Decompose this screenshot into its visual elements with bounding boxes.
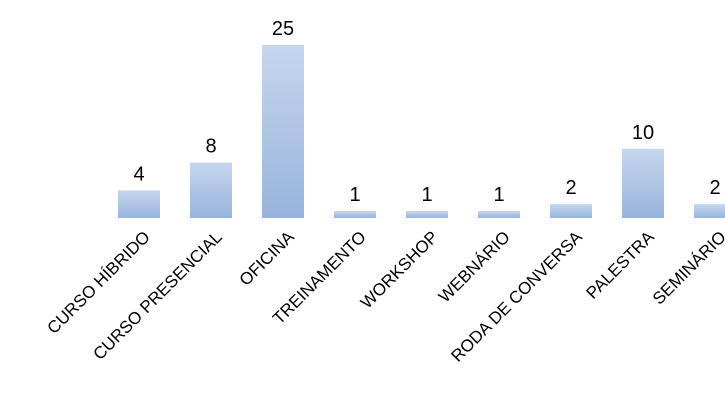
data-label-2: 8 [205, 136, 216, 158]
data-label-4: 1 [349, 184, 360, 206]
category-tick-label-2: CURSO PRESENCIAL [89, 227, 225, 363]
data-label-5: 1 [421, 184, 432, 206]
category-tick-label-8: PALESTRA [582, 227, 658, 303]
bar-8 [622, 148, 664, 218]
data-label-9: 2 [709, 177, 720, 199]
data-label-3: 25 [272, 18, 294, 40]
category-tick-label-9: SEMINÁRIO [649, 227, 725, 308]
category-tick-label-5: WORKSHOP [357, 227, 442, 312]
data-labels-layer: 4 8 25 1 1 1 2 10 2 [133, 18, 720, 206]
data-label-1: 4 [133, 163, 144, 185]
bar-3 [262, 45, 304, 218]
bar-7 [550, 204, 592, 218]
bar-2 [190, 162, 232, 218]
category-tick-label-7: RODA DE CONVERSA [447, 227, 586, 366]
data-label-8: 10 [632, 122, 654, 144]
category-tick-label-3: OFICINA [236, 227, 299, 290]
bar-4 [334, 211, 376, 218]
bar-6 [478, 211, 520, 218]
category-tick-label-6: WEBNÁRIO [435, 227, 514, 306]
bars-layer [118, 45, 725, 218]
bar-9 [694, 204, 725, 218]
data-label-6: 1 [493, 184, 504, 206]
bar-1 [118, 190, 160, 218]
data-label-7: 2 [565, 177, 576, 199]
bar-5 [406, 211, 448, 218]
